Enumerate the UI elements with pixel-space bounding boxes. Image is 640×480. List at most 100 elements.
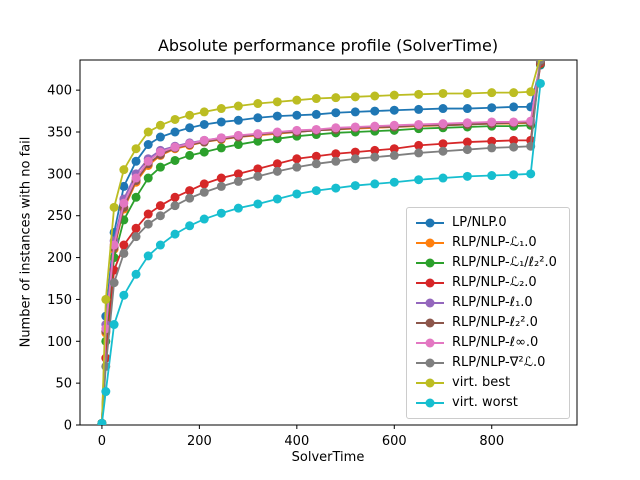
series-marker — [185, 221, 195, 231]
series-marker — [292, 125, 302, 135]
series-marker — [185, 193, 195, 203]
series-marker — [216, 143, 226, 153]
legend-label: RLP/NLP-ℓ₂².0 — [452, 315, 538, 330]
x-tick-label: 800 — [479, 434, 504, 449]
legend-item: RLP/NLP-ℒ₁/ℓ₂².0 — [415, 253, 561, 273]
series-marker — [509, 142, 519, 152]
legend-swatch-icon — [416, 298, 444, 308]
series-marker — [292, 154, 302, 164]
series-marker — [526, 169, 536, 179]
series-marker — [487, 171, 497, 181]
legend-item: virt. best — [415, 373, 561, 393]
legend-item: RLP/NLP-ℓ∞.0 — [415, 333, 561, 353]
legend-swatch-icon — [416, 378, 444, 388]
series-marker — [272, 166, 282, 176]
y-tick-label: 0 — [64, 419, 72, 434]
y-tick-label: 200 — [47, 251, 72, 266]
series-marker — [272, 111, 282, 121]
series-marker — [131, 223, 141, 233]
legend-swatch-icon — [416, 238, 444, 248]
series-marker — [414, 148, 424, 158]
legend-swatch-icon — [416, 278, 444, 288]
series-marker — [233, 176, 243, 186]
series-marker — [185, 186, 195, 196]
series-marker — [253, 171, 263, 181]
series-marker — [331, 156, 341, 166]
y-tick-label: 50 — [55, 377, 72, 392]
series-marker — [119, 248, 129, 258]
series-marker — [537, 60, 544, 62]
legend-swatch-icon — [416, 398, 444, 408]
series-marker — [155, 147, 165, 157]
y-tick-label: 250 — [47, 209, 72, 224]
series-marker — [462, 137, 472, 147]
series-marker — [331, 123, 341, 133]
series-marker — [487, 136, 497, 146]
x-tick-label: 400 — [284, 434, 309, 449]
series-marker — [131, 156, 141, 166]
series-marker — [370, 179, 380, 189]
series-marker — [292, 95, 302, 105]
series-marker — [119, 198, 129, 208]
series-marker — [170, 201, 180, 211]
series-marker — [131, 232, 141, 242]
series-marker — [272, 194, 282, 204]
legend-label: virt. best — [452, 375, 511, 390]
series-marker — [438, 139, 448, 149]
series-marker — [216, 104, 226, 114]
series-marker — [331, 93, 341, 103]
series-marker — [350, 92, 360, 102]
series-marker — [101, 294, 111, 304]
series-marker — [101, 324, 111, 334]
x-tick-label: 600 — [382, 434, 407, 449]
y-tick-label: 300 — [47, 167, 72, 182]
series-marker — [155, 120, 165, 130]
series-marker — [350, 147, 360, 157]
legend-label: virt. worst — [452, 395, 518, 410]
legend-item: virt. worst — [415, 393, 561, 413]
series-marker — [414, 140, 424, 150]
series-marker — [143, 251, 153, 261]
series-marker — [199, 135, 209, 145]
series-marker — [253, 113, 263, 123]
series-marker — [216, 173, 226, 183]
series-marker — [199, 179, 209, 189]
y-tick-label: 350 — [47, 125, 72, 140]
series-marker — [487, 143, 497, 153]
series-marker — [109, 320, 119, 330]
series-marker — [199, 107, 209, 117]
series-marker — [253, 129, 263, 139]
legend-item: RLP/NLP-ℓ₁.0 — [415, 293, 561, 313]
series-marker — [292, 189, 302, 199]
series-marker — [438, 146, 448, 156]
series-marker — [487, 103, 497, 113]
series-marker — [526, 87, 536, 97]
series-marker — [370, 152, 380, 162]
series-marker — [509, 135, 519, 145]
series-marker — [272, 97, 282, 107]
series-marker — [131, 192, 141, 202]
series-marker — [170, 127, 180, 137]
series-marker — [331, 149, 341, 159]
series-marker — [272, 159, 282, 169]
legend-swatch-icon — [416, 318, 444, 328]
series-marker — [185, 139, 195, 149]
legend-swatch-icon — [416, 218, 444, 228]
series-marker — [155, 132, 165, 142]
series-marker — [185, 123, 195, 133]
series-marker — [143, 209, 153, 219]
series-marker — [414, 119, 424, 129]
series-marker — [131, 144, 141, 154]
series-marker — [311, 151, 321, 161]
series-marker — [272, 127, 282, 137]
series-marker — [438, 104, 448, 114]
legend-item: RLP/NLP-ℒ₁.0 — [415, 233, 561, 253]
series-marker — [389, 177, 399, 187]
axes-frame — [79, 59, 578, 426]
series-marker — [350, 122, 360, 132]
series-marker — [253, 164, 263, 174]
series-marker — [155, 240, 165, 250]
series-marker — [350, 107, 360, 117]
series-marker — [414, 175, 424, 185]
y-tick-label: 400 — [47, 84, 72, 99]
